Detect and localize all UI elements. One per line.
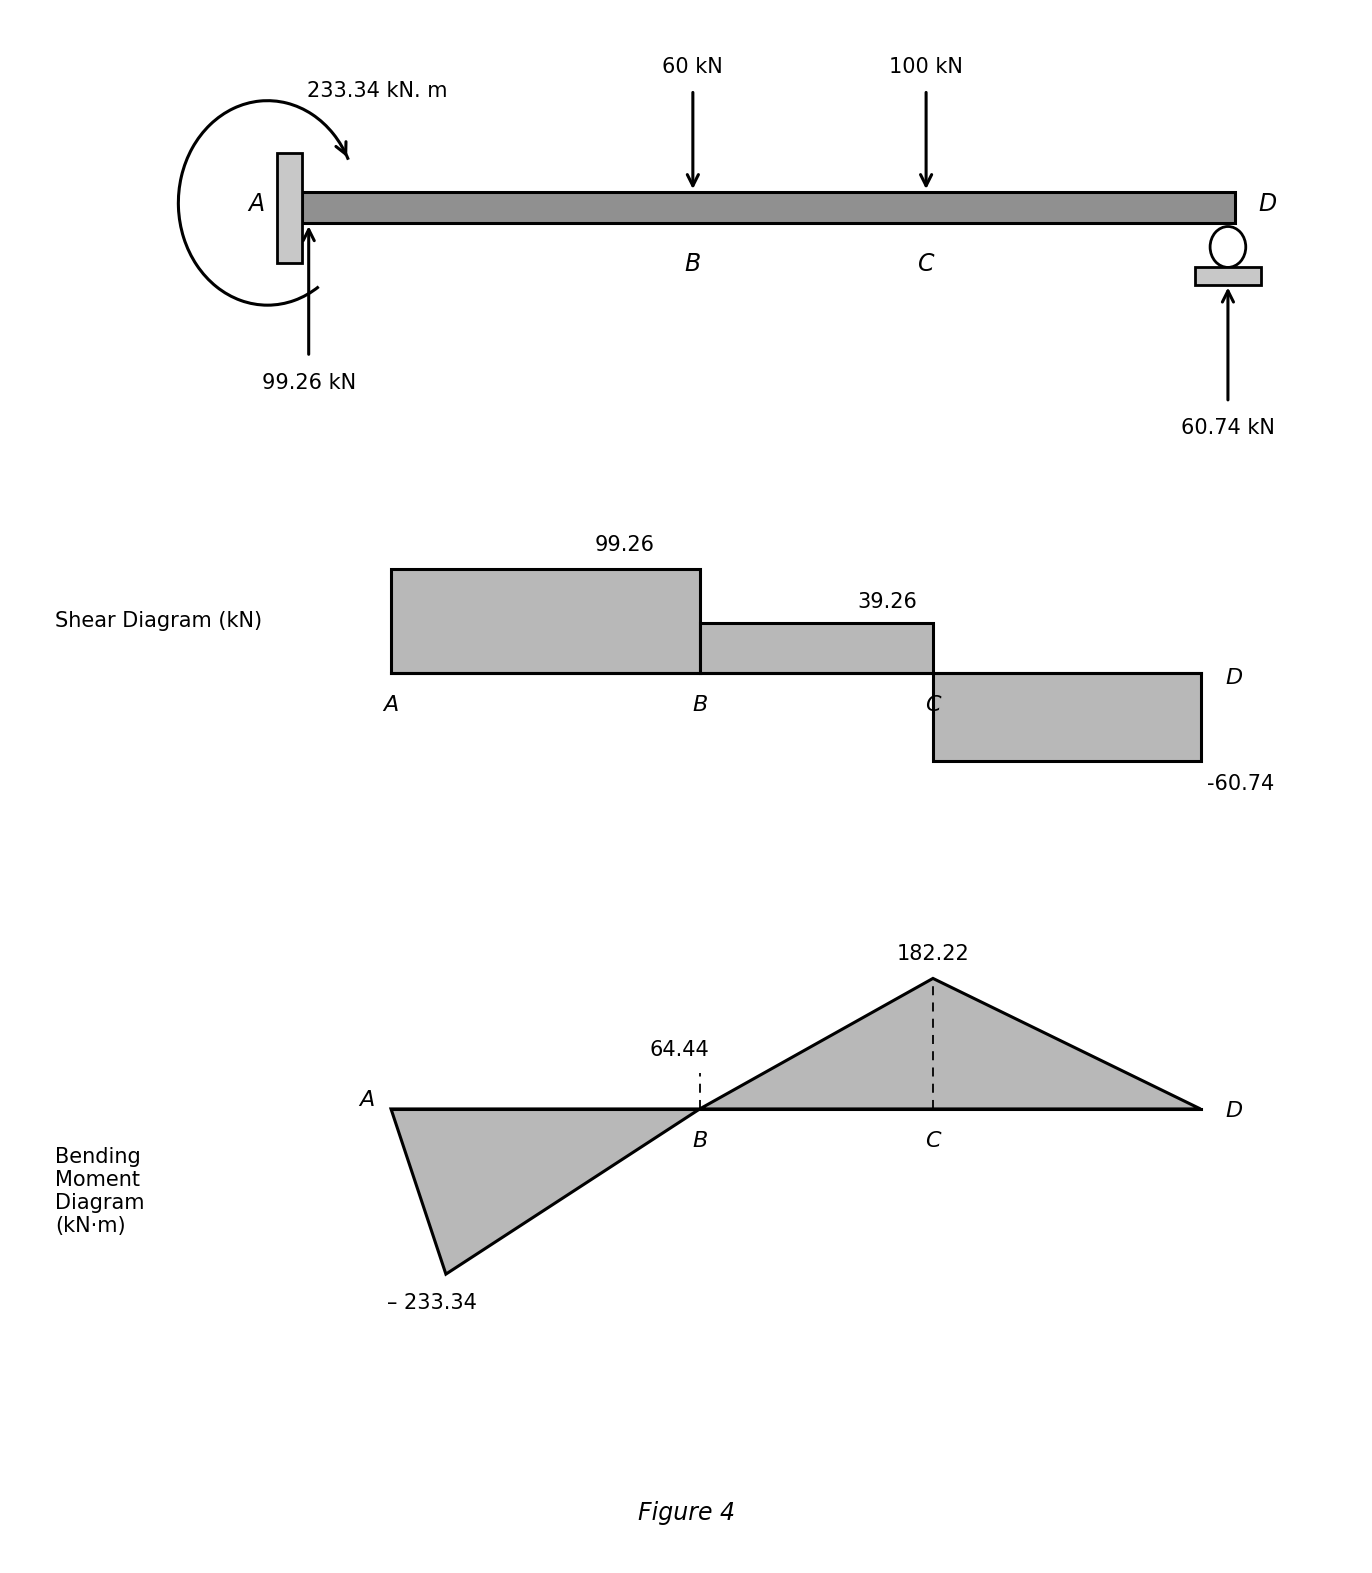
Text: 39.26: 39.26 bbox=[858, 591, 918, 612]
Polygon shape bbox=[933, 673, 1200, 761]
Text: B: B bbox=[685, 252, 701, 275]
Text: Shear Diagram (kN): Shear Diagram (kN) bbox=[55, 612, 262, 631]
Text: A: A bbox=[359, 1090, 375, 1109]
Bar bbox=[1195, 267, 1261, 285]
Polygon shape bbox=[391, 1109, 700, 1274]
Text: B: B bbox=[691, 695, 708, 716]
Text: Bending
Moment
Diagram
(kN·m): Bending Moment Diagram (kN·m) bbox=[55, 1147, 144, 1236]
Text: – 233.34: – 233.34 bbox=[387, 1293, 477, 1313]
Text: 182.22: 182.22 bbox=[896, 944, 970, 964]
Bar bbox=[302, 192, 1235, 223]
Text: 100 kN: 100 kN bbox=[889, 57, 963, 77]
Text: 60.74 kN: 60.74 kN bbox=[1181, 418, 1275, 439]
Text: D: D bbox=[1258, 192, 1276, 217]
Text: 233.34 kN. m: 233.34 kN. m bbox=[307, 80, 447, 101]
Text: D: D bbox=[1225, 669, 1242, 687]
Text: C: C bbox=[925, 695, 941, 716]
Text: D: D bbox=[1225, 1101, 1242, 1120]
Circle shape bbox=[1210, 227, 1246, 267]
Text: C: C bbox=[925, 1131, 941, 1151]
Text: C: C bbox=[918, 252, 934, 275]
Text: B: B bbox=[691, 1131, 708, 1151]
Polygon shape bbox=[391, 569, 700, 673]
Text: 60 kN: 60 kN bbox=[663, 57, 723, 77]
Polygon shape bbox=[700, 978, 1200, 1109]
Text: 99.26: 99.26 bbox=[594, 535, 654, 555]
Text: 64.44: 64.44 bbox=[649, 1040, 709, 1060]
Text: A: A bbox=[248, 192, 265, 217]
Bar bbox=[277, 153, 302, 263]
Text: -60.74: -60.74 bbox=[1207, 774, 1275, 794]
Polygon shape bbox=[700, 623, 933, 673]
Text: 99.26 kN: 99.26 kN bbox=[262, 373, 355, 393]
Text: Figure 4: Figure 4 bbox=[638, 1501, 734, 1526]
Text: A: A bbox=[383, 695, 399, 716]
